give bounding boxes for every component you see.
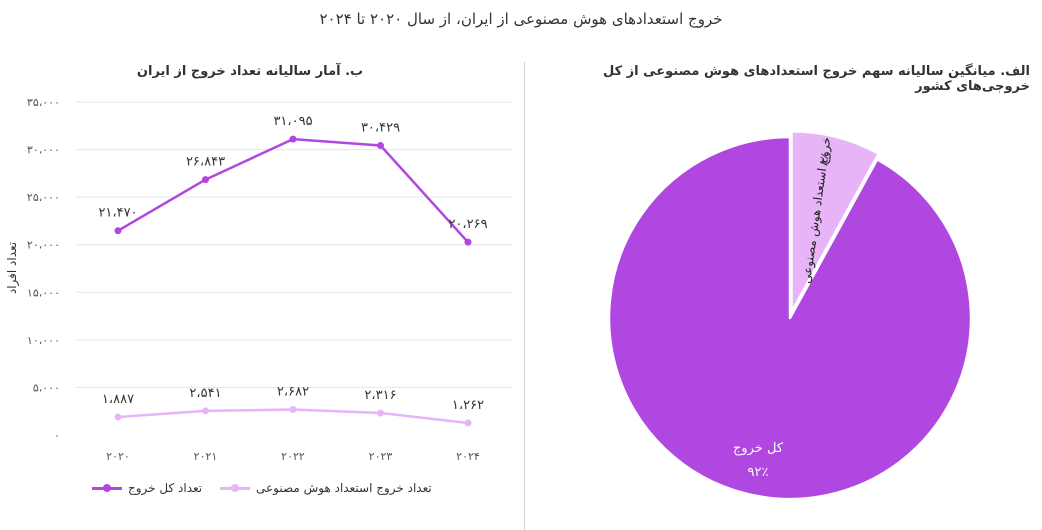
data-point-ai [377, 409, 384, 417]
line-chart: ۰ ۵،۰۰۰ ۱۰،۰۰۰ ۱۵،۰۰۰ ۲۰،۰۰۰ ۲۵،۰۰۰ ۳۰،۰۰۰ ۳۵،۰… [5, 96, 512, 463]
data-label-total: ۲۶،۸۴۳ [186, 155, 225, 170]
legend-swatch-total [92, 483, 122, 493]
data-label-total: ۳۱،۰۹۵ [273, 114, 312, 129]
data-point-total [464, 238, 472, 246]
data-label-ai: ۱،۸۸۷ [102, 392, 134, 407]
pie-chart-title: الف. میانگین سالیانه سهم خروج استعدادهای… [602, 64, 1030, 94]
x-tick-label: ۲۰۲۳ [369, 450, 393, 463]
data-point-ai [202, 407, 209, 415]
y-tick-label: ۲۰،۰۰۰ [27, 239, 60, 252]
y-tick-label: ۲۵،۰۰۰ [27, 191, 60, 204]
legend-item-total: تعداد کل خروج [92, 481, 202, 495]
data-label-total: ۲۱،۴۷۰ [98, 206, 137, 221]
y-tick-label: ۱۵،۰۰۰ [27, 286, 60, 299]
y-tick-label: ۰ [54, 429, 60, 442]
data-label-ai: ۲،۳۱۶ [364, 388, 396, 403]
legend-swatch-ai [220, 483, 250, 493]
pie-slice-ai [790, 129, 880, 314]
x-tick-label: ۲۰۲۴ [456, 450, 480, 463]
data-point-total [289, 135, 297, 143]
y-tick-label: ۱۰،۰۰۰ [27, 334, 60, 347]
data-label-total: ۲۰،۲۶۹ [448, 217, 487, 232]
data-point-ai [289, 405, 297, 413]
pie-label-ai-value: ۸٪ [816, 152, 832, 167]
legend-label-ai: تعداد خروج استعداد هوش مصنوعی [256, 481, 432, 495]
data-label-total: ۳۰،۴۲۹ [361, 120, 400, 135]
data-point-total [377, 141, 384, 149]
line-chart-title: ب. آمار سالیانه تعداد خروج از ایران [136, 64, 364, 79]
data-label-ai: ۲،۵۴۱ [189, 386, 221, 401]
legend-item-ai: تعداد خروج استعداد هوش مصنوعی [220, 481, 432, 495]
x-tick-label: ۲۰۲۲ [281, 450, 305, 463]
data-point-total [202, 176, 209, 184]
y-tick-label: ۳۵،۰۰۰ [27, 96, 60, 109]
pie-label-total-name: کل خروج [733, 441, 784, 456]
pie-label-total-value: ۹۲٪ [748, 465, 769, 480]
y-axis-label: تعداد افراد [5, 242, 20, 294]
data-point-total [114, 227, 122, 235]
data-point-ai [114, 413, 122, 421]
data-label-ai: ۱،۲۶۲ [452, 398, 484, 413]
data-point-ai [464, 419, 472, 427]
y-tick-label: ۳۰،۰۰۰ [27, 144, 60, 157]
x-tick-label: ۲۰۲۱ [194, 450, 218, 463]
legend-label-total: تعداد کل خروج [128, 481, 203, 495]
main-title: خروج استعدادهای هوش مصنوعی از ایران، از … [319, 10, 723, 28]
y-tick-label: ۵،۰۰۰ [33, 381, 60, 394]
x-tick-label: ۲۰۲۰ [106, 450, 130, 463]
pie-slice-total [607, 135, 973, 501]
panel-divider [524, 62, 525, 530]
data-label-ai: ۲،۶۸۲ [277, 384, 309, 399]
